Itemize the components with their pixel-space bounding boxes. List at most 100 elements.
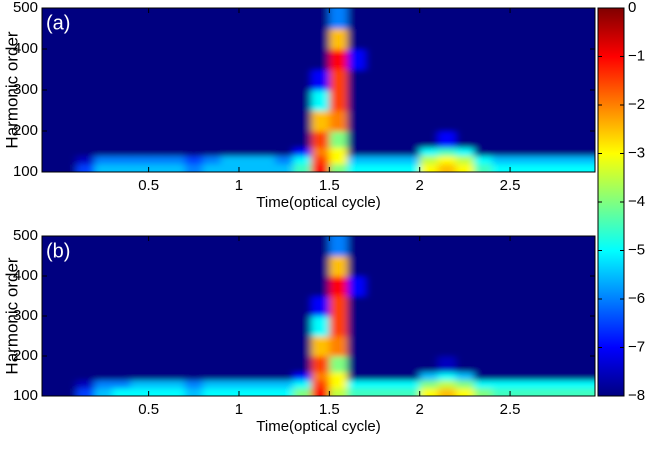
heatmap-cell — [94, 372, 113, 381]
heatmap-cell — [148, 8, 168, 29]
heatmap-cell — [419, 131, 439, 148]
heatmap-cell — [365, 372, 385, 381]
heatmap-cell — [329, 256, 348, 277]
heatmap-cell — [347, 131, 366, 148]
heatmap-cell — [166, 69, 186, 91]
heatmap-cell — [275, 236, 294, 257]
heatmap-cell — [546, 316, 565, 337]
heatmap-cell — [510, 296, 529, 317]
heatmap-cell — [365, 316, 385, 337]
heatmap-cell — [419, 316, 439, 337]
heatmap-cell — [473, 163, 493, 172]
heatmap-cell — [220, 296, 240, 317]
x-tick-label: 1.5 — [319, 401, 340, 418]
heatmap-cell — [257, 296, 276, 317]
heatmap-cell — [329, 28, 348, 50]
heatmap-cell — [238, 336, 258, 357]
heatmap-cell — [383, 276, 403, 297]
heatmap-cell — [455, 49, 475, 70]
heatmap-cell — [329, 155, 348, 165]
heatmap-cell — [455, 276, 475, 297]
heatmap-cell — [564, 110, 583, 132]
heatmap-cell — [383, 388, 403, 396]
heatmap-cell — [437, 336, 457, 357]
heatmap-cell — [455, 131, 475, 148]
heatmap-cell — [564, 163, 583, 172]
heatmap-cell — [383, 256, 403, 277]
heatmap-cell — [238, 236, 258, 257]
y-tick-label: 500 — [13, 227, 38, 244]
plot-area — [42, 8, 595, 172]
heatmap-cell — [528, 163, 547, 172]
heatmap-cell — [383, 49, 403, 70]
heatmap-cell — [166, 8, 186, 29]
heatmap-cell — [275, 28, 294, 50]
heatmap-cell — [257, 110, 276, 132]
heatmap-cell — [455, 296, 475, 317]
heatmap-cell — [293, 28, 312, 50]
heatmap-cell — [329, 147, 348, 157]
heatmap-cell — [202, 147, 222, 157]
heatmap-cell — [437, 155, 457, 165]
heatmap-cell — [546, 28, 565, 50]
heatmap-cell — [491, 336, 511, 357]
heatmap-cell — [112, 236, 132, 257]
heatmap-cell — [76, 147, 95, 157]
heatmap-cell — [112, 256, 132, 277]
heatmap-cell — [202, 316, 222, 337]
heatmap-cell — [42, 147, 59, 157]
heatmap-cell — [293, 155, 312, 165]
heatmap-cell — [238, 380, 258, 389]
heatmap-cell — [365, 90, 385, 111]
heatmap-cell — [148, 147, 168, 157]
heatmap-cell — [58, 276, 77, 297]
heatmap-cell — [419, 147, 439, 157]
heatmap-cell — [275, 49, 294, 70]
heatmap-cell — [419, 256, 439, 277]
heatmap-cell — [491, 8, 511, 29]
heatmap-cell — [564, 256, 583, 277]
heatmap-cell — [257, 28, 276, 50]
heatmap-cell — [401, 236, 421, 257]
heatmap-cell — [473, 90, 493, 111]
heatmap-cell — [130, 28, 150, 50]
heatmap-cell — [347, 372, 366, 381]
heatmap-cell — [58, 388, 77, 396]
heatmap-cell — [311, 110, 330, 132]
heatmap-cell — [238, 49, 258, 70]
heatmap-cell — [491, 49, 511, 70]
colorbar-tick-label: 0 — [628, 0, 636, 16]
heatmap-cell — [112, 356, 132, 373]
panel-label: (a) — [46, 12, 70, 34]
heatmap-cell — [528, 356, 547, 373]
heatmap-cell — [401, 147, 421, 157]
heatmap-cell — [546, 110, 565, 132]
heatmap-cell — [437, 236, 457, 257]
heatmap-cell — [76, 388, 95, 396]
heatmap-cell — [564, 380, 583, 389]
heatmap-cell — [76, 8, 95, 29]
heatmap-cell — [401, 356, 421, 373]
heatmap-cell — [582, 155, 595, 165]
heatmap-cell — [564, 316, 583, 337]
heatmap-cell — [491, 380, 511, 389]
heatmap-cell — [491, 356, 511, 373]
heatmap-cell — [455, 8, 475, 29]
heatmap-cell — [365, 236, 385, 257]
heatmap-cell — [130, 69, 150, 91]
heatmap-cell — [510, 8, 529, 29]
heatmap-cell — [275, 155, 294, 165]
heatmap-cell — [42, 90, 59, 111]
heatmap-cell — [401, 316, 421, 337]
heatmap-cell — [510, 69, 529, 91]
heatmap-cell — [58, 8, 77, 29]
heatmap-cell — [257, 69, 276, 91]
heatmap-cell — [401, 8, 421, 29]
heatmap-cell — [419, 49, 439, 70]
heatmap-cell — [275, 336, 294, 357]
heatmap-cell — [383, 336, 403, 357]
heatmap-cell — [455, 236, 475, 257]
colorbar-tick-label: −4 — [628, 193, 645, 210]
heatmap-cell — [528, 49, 547, 70]
heatmap-cell — [275, 296, 294, 317]
